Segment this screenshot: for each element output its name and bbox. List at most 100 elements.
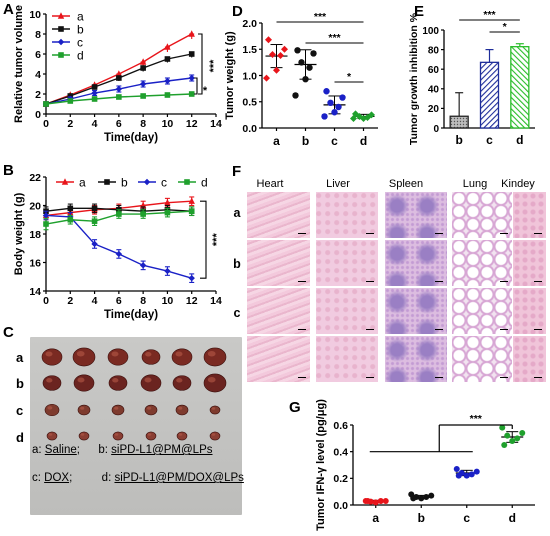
tumor-sample [144, 404, 158, 416]
scale-bar [435, 280, 443, 282]
tumor-highlight [145, 352, 152, 357]
data-point-b [306, 64, 313, 71]
marker-square [116, 94, 122, 100]
chart-a-tumor-volume: 0 2 4 6 8 10 12 14 0 2 4 6 8 10 Time(day) Relative tumo… [13, 5, 222, 144]
marker-diamond [57, 38, 65, 46]
marker-square [184, 179, 190, 185]
histology-image-liver-a [316, 192, 378, 238]
tumor-highlight [207, 350, 216, 357]
tumor-sample [107, 348, 129, 366]
x-tick-label-b: b [455, 133, 462, 147]
sig-label-a-c: *** [211, 233, 223, 247]
y-tick-label: 20 [29, 200, 41, 212]
data-point-b [310, 50, 317, 57]
y-tick-label: 6 [35, 49, 41, 61]
marker-diamond [139, 80, 147, 88]
tumor-sample [145, 431, 157, 441]
marker-square [164, 209, 171, 216]
scale-bar [534, 280, 542, 282]
x-tick-label: 10 [162, 118, 174, 130]
marker-square [67, 216, 74, 223]
marker-diamond [91, 89, 98, 97]
data-point-c [331, 109, 338, 116]
histology-row-label-a: a [234, 206, 242, 220]
tumor-sample [73, 374, 95, 392]
marker-triangle-up [139, 58, 147, 65]
scale-bar [500, 328, 508, 330]
legend-label-b: b [121, 176, 128, 190]
data-point-c [323, 88, 330, 95]
x-tick-label-c: c [463, 511, 470, 525]
marker-triangle-up [57, 12, 65, 19]
legend-sep-a: ; [76, 444, 80, 456]
scale-bar [534, 376, 542, 378]
x-tick-label: 8 [140, 295, 146, 307]
x-tick-label-d: d [360, 134, 367, 148]
scale-bar [298, 376, 306, 378]
x-tick-label-b: b [302, 134, 309, 148]
histology-image-lung-b [452, 240, 512, 286]
x-tick-label: 0 [43, 295, 49, 307]
tumor-sample [77, 404, 91, 416]
y-tick-label: 40 [428, 85, 440, 96]
tumor-highlight [114, 433, 119, 436]
scale-bar [500, 232, 508, 234]
sig-label-abc-d: *** [470, 413, 483, 425]
histology-image-kindey-c [513, 288, 546, 334]
marker-square [164, 92, 171, 98]
x-tick-label: 12 [186, 118, 198, 130]
tumor-sample [140, 374, 162, 392]
tumor-sample [175, 404, 189, 416]
marker-square [116, 75, 122, 81]
histology-image-liver-d [316, 336, 378, 382]
tumor-sample [112, 431, 124, 441]
marker-diamond [91, 240, 98, 248]
histology-image-kindey-b [513, 240, 546, 286]
histology-image-heart-c [247, 288, 310, 334]
histology-image-spleen-a [385, 192, 447, 238]
panel-label-c: C [3, 324, 14, 341]
legend-name-b: siPD-L1@PM@LPs [111, 444, 213, 456]
marker-triangle-up [164, 43, 171, 50]
marker-square [188, 91, 195, 97]
legend-label-c: c [77, 36, 83, 50]
marker-square [164, 56, 171, 62]
marker-diamond [115, 85, 123, 93]
y-tick-label: 60 [428, 65, 440, 76]
data-point-a [364, 498, 371, 504]
panel-label-f: F [232, 163, 241, 180]
data-point-b [418, 495, 425, 502]
data-point-b [423, 494, 430, 500]
marker-square [188, 51, 195, 57]
data-point-a [269, 51, 276, 58]
x-tick-label-c: c [331, 134, 338, 148]
data-point-a [372, 499, 379, 506]
data-point-d [504, 432, 511, 439]
data-point-b [302, 75, 309, 83]
marker-square [140, 65, 146, 71]
legend-label-a: a [77, 10, 84, 24]
scale-bar [366, 376, 374, 378]
x-tick-label-a: a [273, 134, 280, 148]
photo-row-label-d: d [16, 430, 24, 445]
x-tick-label: 0 [43, 118, 49, 130]
legend-label-c: c [161, 176, 167, 190]
y-tick-label: 0.0 [333, 500, 348, 512]
sig-bracket-a-c [200, 200, 207, 279]
bar-c [479, 61, 500, 129]
organ-label-heart: Heart [257, 178, 284, 190]
marker-diamond [188, 274, 195, 282]
photo-row-label-a: a [16, 350, 24, 365]
tumor-sample [203, 347, 227, 367]
x-tick-label-b: b [418, 511, 425, 525]
tumor-highlight [76, 350, 85, 357]
scale-bar [500, 376, 508, 378]
x-tick-label-d: d [516, 133, 523, 147]
data-point-b [298, 59, 305, 66]
tumor-photo [30, 337, 242, 515]
tumor-highlight [207, 376, 216, 383]
legend-line-2: c: DOX; d: siPD-L1@PM/DOX@LPs [32, 472, 244, 484]
data-point-a [281, 45, 288, 53]
histology-image-liver-c [316, 288, 378, 334]
